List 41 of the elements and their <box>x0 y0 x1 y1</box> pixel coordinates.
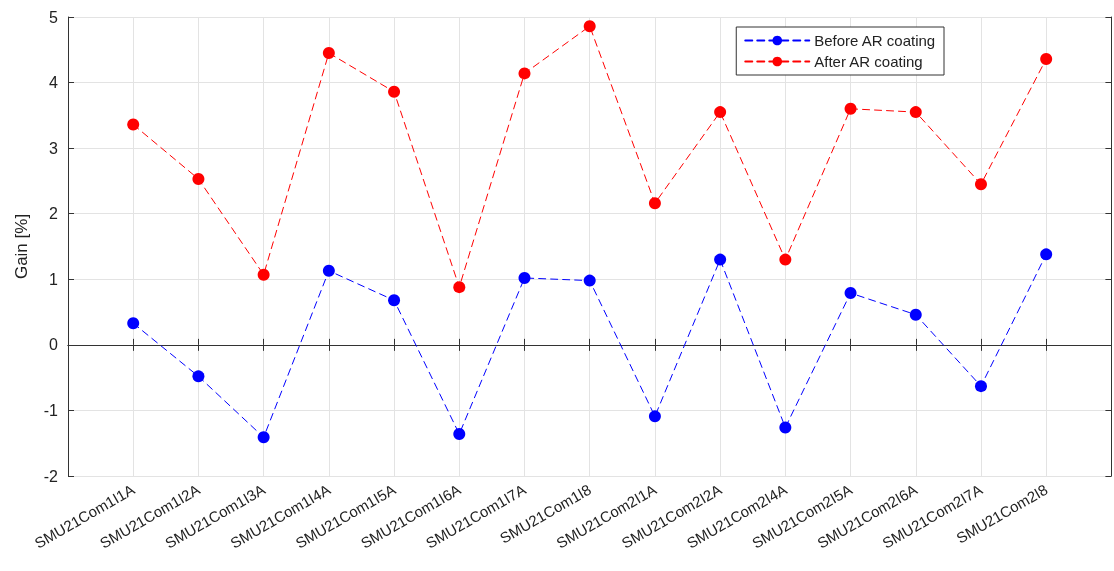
point <box>388 85 401 98</box>
point <box>453 428 466 441</box>
point <box>388 294 401 307</box>
point <box>518 67 531 80</box>
point <box>322 47 335 60</box>
point <box>1040 52 1053 65</box>
point <box>518 271 531 284</box>
point <box>844 287 857 300</box>
point <box>974 380 987 393</box>
point <box>909 308 922 321</box>
point <box>648 197 661 210</box>
point <box>714 106 727 119</box>
point <box>909 106 922 119</box>
point <box>322 264 335 277</box>
point <box>714 253 727 266</box>
point <box>844 102 857 115</box>
y-tick-label: -1 <box>43 401 59 419</box>
y-tick-label: 0 <box>49 336 59 354</box>
point <box>192 172 205 185</box>
point <box>779 421 792 434</box>
point <box>648 410 661 423</box>
point <box>974 178 987 191</box>
point <box>127 317 140 330</box>
point <box>779 253 792 266</box>
point <box>257 268 270 281</box>
point <box>192 370 205 383</box>
y-tick-label: -2 <box>43 467 59 485</box>
y-tick-label: 4 <box>49 74 59 92</box>
legend-label: After AR coating <box>814 53 923 70</box>
y-tick-label: 3 <box>49 139 59 157</box>
legend-label: Before AR coating <box>814 32 936 49</box>
point <box>583 20 596 33</box>
y-tick-label: 1 <box>49 270 59 288</box>
point <box>1040 248 1053 261</box>
point <box>127 118 140 131</box>
y-tick-label: 5 <box>49 8 59 26</box>
point <box>257 431 270 444</box>
y-axis-title: Gain [%] <box>12 213 31 280</box>
y-tick-label: 2 <box>49 205 59 223</box>
point <box>583 274 596 287</box>
point <box>453 281 466 294</box>
